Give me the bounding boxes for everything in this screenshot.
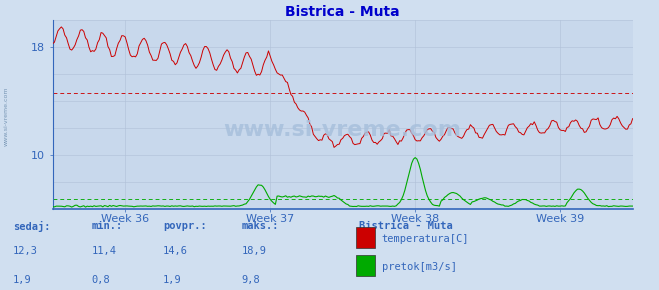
Text: www.si-vreme.com: www.si-vreme.com	[3, 86, 9, 146]
Title: Bistrica - Muta: Bistrica - Muta	[285, 5, 400, 19]
Text: www.si-vreme.com: www.si-vreme.com	[223, 120, 462, 139]
Text: sedaj:: sedaj:	[13, 221, 51, 232]
Text: temperatura[C]: temperatura[C]	[382, 234, 469, 244]
Text: 11,4: 11,4	[92, 246, 117, 256]
Bar	[356, 255, 375, 276]
Text: povpr.:: povpr.:	[163, 221, 207, 231]
Text: pretok[m3/s]: pretok[m3/s]	[382, 262, 457, 272]
Text: Bistrica - Muta: Bistrica - Muta	[359, 221, 453, 231]
Text: 1,9: 1,9	[13, 275, 32, 285]
Text: 14,6: 14,6	[163, 246, 188, 256]
Text: 12,3: 12,3	[13, 246, 38, 256]
Text: 1,9: 1,9	[163, 275, 182, 285]
Text: 18,9: 18,9	[241, 246, 266, 256]
Text: 0,8: 0,8	[92, 275, 110, 285]
Text: maks.:: maks.:	[241, 221, 279, 231]
Text: 9,8: 9,8	[241, 275, 260, 285]
Bar	[356, 227, 375, 248]
Text: min.:: min.:	[92, 221, 123, 231]
